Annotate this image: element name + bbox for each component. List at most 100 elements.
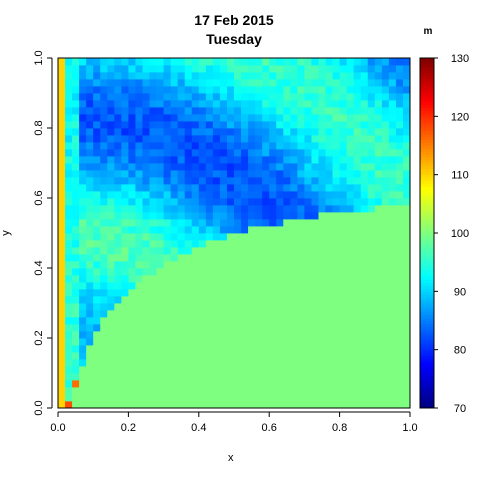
heatmap-cell (234, 338, 242, 346)
heatmap-cell (318, 170, 326, 178)
heatmap-cell (114, 324, 122, 332)
heatmap-cell (269, 233, 277, 241)
heatmap-cell (212, 170, 221, 178)
heatmap-cell (79, 170, 87, 178)
heatmap-cell (219, 205, 228, 213)
heatmap-cell (346, 324, 355, 332)
heatmap-cell (156, 86, 164, 94)
heatmap-cell (381, 366, 390, 374)
heatmap-cell (184, 121, 193, 129)
heatmap-cell (72, 401, 80, 409)
heatmap-cell (367, 359, 376, 367)
heatmap-cell (121, 338, 129, 346)
heatmap-cell (149, 135, 157, 143)
heatmap-cell (79, 331, 87, 339)
heatmap-cell (297, 261, 305, 269)
heatmap-cell (198, 163, 207, 171)
heatmap-cell (346, 345, 355, 353)
heatmap-cell (65, 177, 73, 185)
heatmap-cell (234, 226, 242, 234)
heatmap-cell (304, 114, 312, 122)
heatmap-cell (184, 310, 193, 318)
heatmap-cell (248, 387, 256, 395)
heatmap-cell (198, 240, 207, 248)
heatmap-cell (58, 282, 66, 290)
heatmap-cell (163, 212, 172, 220)
heatmap-cell (402, 303, 411, 311)
heatmap-cell (339, 170, 348, 178)
heatmap-cell (332, 289, 340, 297)
heatmap-cell (402, 310, 411, 318)
heatmap-cell (128, 100, 136, 108)
heatmap-cell (128, 128, 136, 136)
heatmap-cell (269, 282, 277, 290)
heatmap-cell (170, 184, 179, 192)
heatmap-cell (269, 317, 277, 325)
heatmap-cell (72, 156, 80, 164)
heatmap-cell (156, 121, 164, 129)
heatmap-cell (86, 254, 94, 262)
heatmap-cell (290, 366, 298, 374)
heatmap-cell (93, 72, 101, 80)
heatmap-cell (121, 114, 129, 122)
heatmap-cell (142, 100, 150, 108)
heatmap-cell (339, 394, 348, 402)
heatmap-cell (86, 394, 94, 402)
heatmap-cell (318, 212, 326, 220)
heatmap-cell (65, 135, 73, 143)
heatmap-cell (332, 331, 340, 339)
heatmap-cell (381, 380, 390, 388)
heatmap-cell (325, 303, 333, 311)
heatmap-cell (262, 261, 270, 269)
heatmap-cell (276, 93, 284, 101)
heatmap-cell (93, 331, 101, 339)
colorbar-segment (420, 262, 434, 266)
heatmap-cell (346, 303, 355, 311)
heatmap-cell (311, 142, 319, 150)
heatmap-cell (149, 387, 157, 395)
heatmap-cell (191, 100, 200, 108)
heatmap-cell (128, 310, 136, 318)
heatmap-cell (142, 149, 150, 157)
heatmap-cell (269, 177, 277, 185)
heatmap-cell (170, 100, 179, 108)
heatmap-cell (255, 226, 263, 234)
heatmap-cell (135, 65, 143, 73)
heatmap-cell (381, 156, 390, 164)
heatmap-cell (121, 100, 129, 108)
heatmap-cell (79, 282, 87, 290)
heatmap-cell (86, 275, 94, 283)
heatmap-cell (241, 254, 249, 262)
heatmap-cell (163, 282, 172, 290)
heatmap-cell (226, 282, 235, 290)
heatmap-cell (198, 261, 207, 269)
heatmap-cell (107, 212, 115, 220)
heatmap-cell (58, 247, 66, 255)
heatmap-cell (226, 268, 235, 276)
heatmap-cell (248, 282, 256, 290)
heatmap-cell (388, 198, 397, 206)
heatmap-cell (353, 359, 362, 367)
heatmap-cell (374, 86, 383, 94)
heatmap-cell (128, 275, 136, 283)
heatmap-cell (367, 149, 376, 157)
heatmap-cell (374, 100, 383, 108)
colorbar-segment (420, 81, 434, 85)
heatmap-cell (276, 310, 284, 318)
heatmap-cell (65, 394, 73, 402)
heatmap-cell (311, 289, 319, 297)
heatmap-cell (191, 226, 200, 234)
heatmap-cell (381, 170, 390, 178)
heatmap-cell (107, 254, 115, 262)
heatmap-cell (325, 240, 333, 248)
heatmap-cell (353, 226, 362, 234)
heatmap-cell (100, 198, 108, 206)
heatmap-cell (135, 247, 143, 255)
heatmap-cell (93, 177, 101, 185)
heatmap-cell (191, 233, 200, 241)
heatmap-cell (79, 303, 87, 311)
heatmap-cell (191, 324, 200, 332)
heatmap-cell (93, 289, 101, 297)
heatmap-cell (191, 205, 200, 213)
heatmap-cell (114, 401, 122, 409)
